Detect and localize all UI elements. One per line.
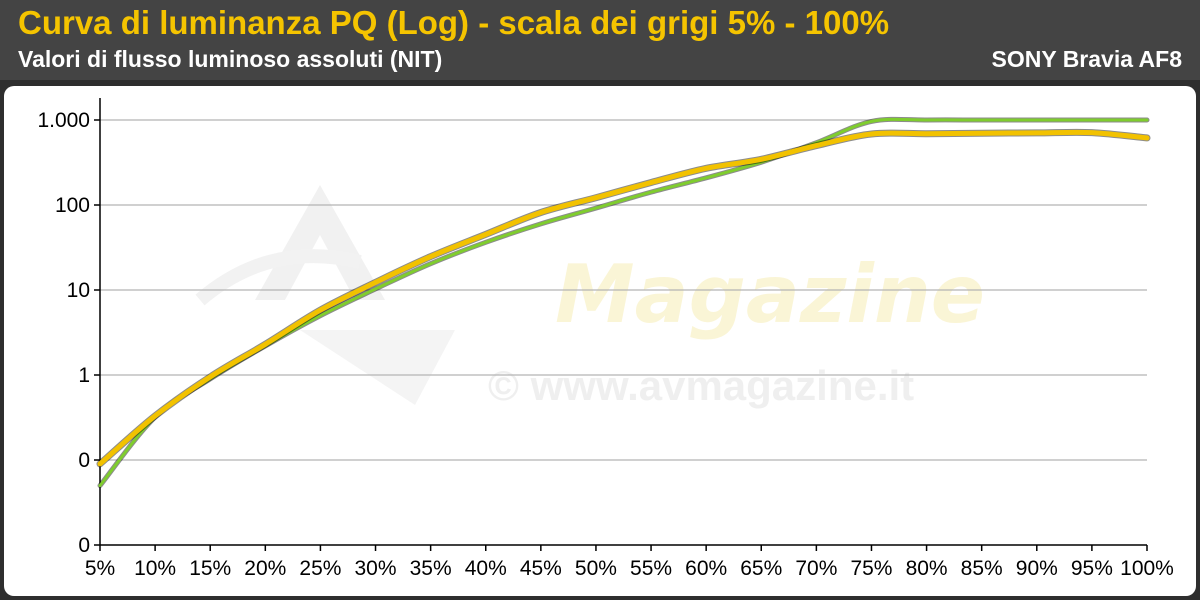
x-tick-label: 60%	[685, 557, 727, 580]
x-tick-label: 70%	[795, 557, 837, 580]
x-tick-label: 15%	[189, 557, 231, 580]
x-tick-label: 5%	[85, 557, 115, 580]
axes	[94, 98, 1148, 551]
x-tick-label: 30%	[355, 557, 397, 580]
x-tick-label: 90%	[1016, 557, 1058, 580]
device-name: SONY Bravia AF8	[991, 46, 1182, 72]
measured-line	[97, 129, 1150, 467]
x-tick-label: 25%	[299, 557, 341, 580]
x-tick-label: 45%	[520, 557, 562, 580]
y-tick-labels: 0 0 1 10 100 1.000	[37, 109, 90, 557]
x-tick-label: 95%	[1071, 557, 1113, 580]
grid-lines	[100, 119, 1147, 461]
chart-panel	[4, 86, 1196, 596]
y-tick-label: 100	[55, 194, 90, 217]
x-tick-label: 35%	[410, 557, 452, 580]
x-tick-label: 75%	[850, 557, 892, 580]
chart-subtitle: Valori di flusso luminoso assoluti (NIT)	[18, 46, 443, 72]
watermark-swoosh	[195, 249, 362, 306]
x-tick-label: 80%	[906, 557, 948, 580]
watermark-logo-v	[300, 330, 455, 405]
x-tick-label: 65%	[740, 557, 782, 580]
y-tick-label: 1	[78, 364, 90, 387]
x-tick-label: 10%	[134, 557, 176, 580]
chart-header: Curva di luminanza PQ (Log) - scala dei …	[0, 0, 1200, 80]
chart-title: Curva di luminanza PQ (Log) - scala dei …	[18, 4, 890, 41]
y-tick-label: 10	[67, 279, 90, 302]
y-tick-label: 0	[78, 449, 90, 472]
x-tick-label: 85%	[961, 557, 1003, 580]
watermark-brand: Magazine	[555, 248, 985, 341]
x-tick-label: 50%	[575, 557, 617, 580]
series-lines	[96, 116, 1151, 489]
x-tick-label: 55%	[630, 557, 672, 580]
x-tick-labels: 5% 10% 15% 20% 25% 30% 35% 40% 45% 50% 55% 60% 65% 70…	[85, 557, 1174, 580]
y-tick-label: 1.000	[37, 109, 90, 132]
x-tick-label: 100%	[1120, 557, 1174, 580]
x-tick-label: 20%	[244, 557, 286, 580]
y-tick-label: 0	[78, 534, 90, 557]
watermark-logo	[255, 185, 385, 300]
x-tick-label: 40%	[465, 557, 507, 580]
watermark-url: © www.avmagazine.it	[488, 362, 914, 409]
watermark: Magazine © www.avmagazine.it	[195, 185, 985, 409]
